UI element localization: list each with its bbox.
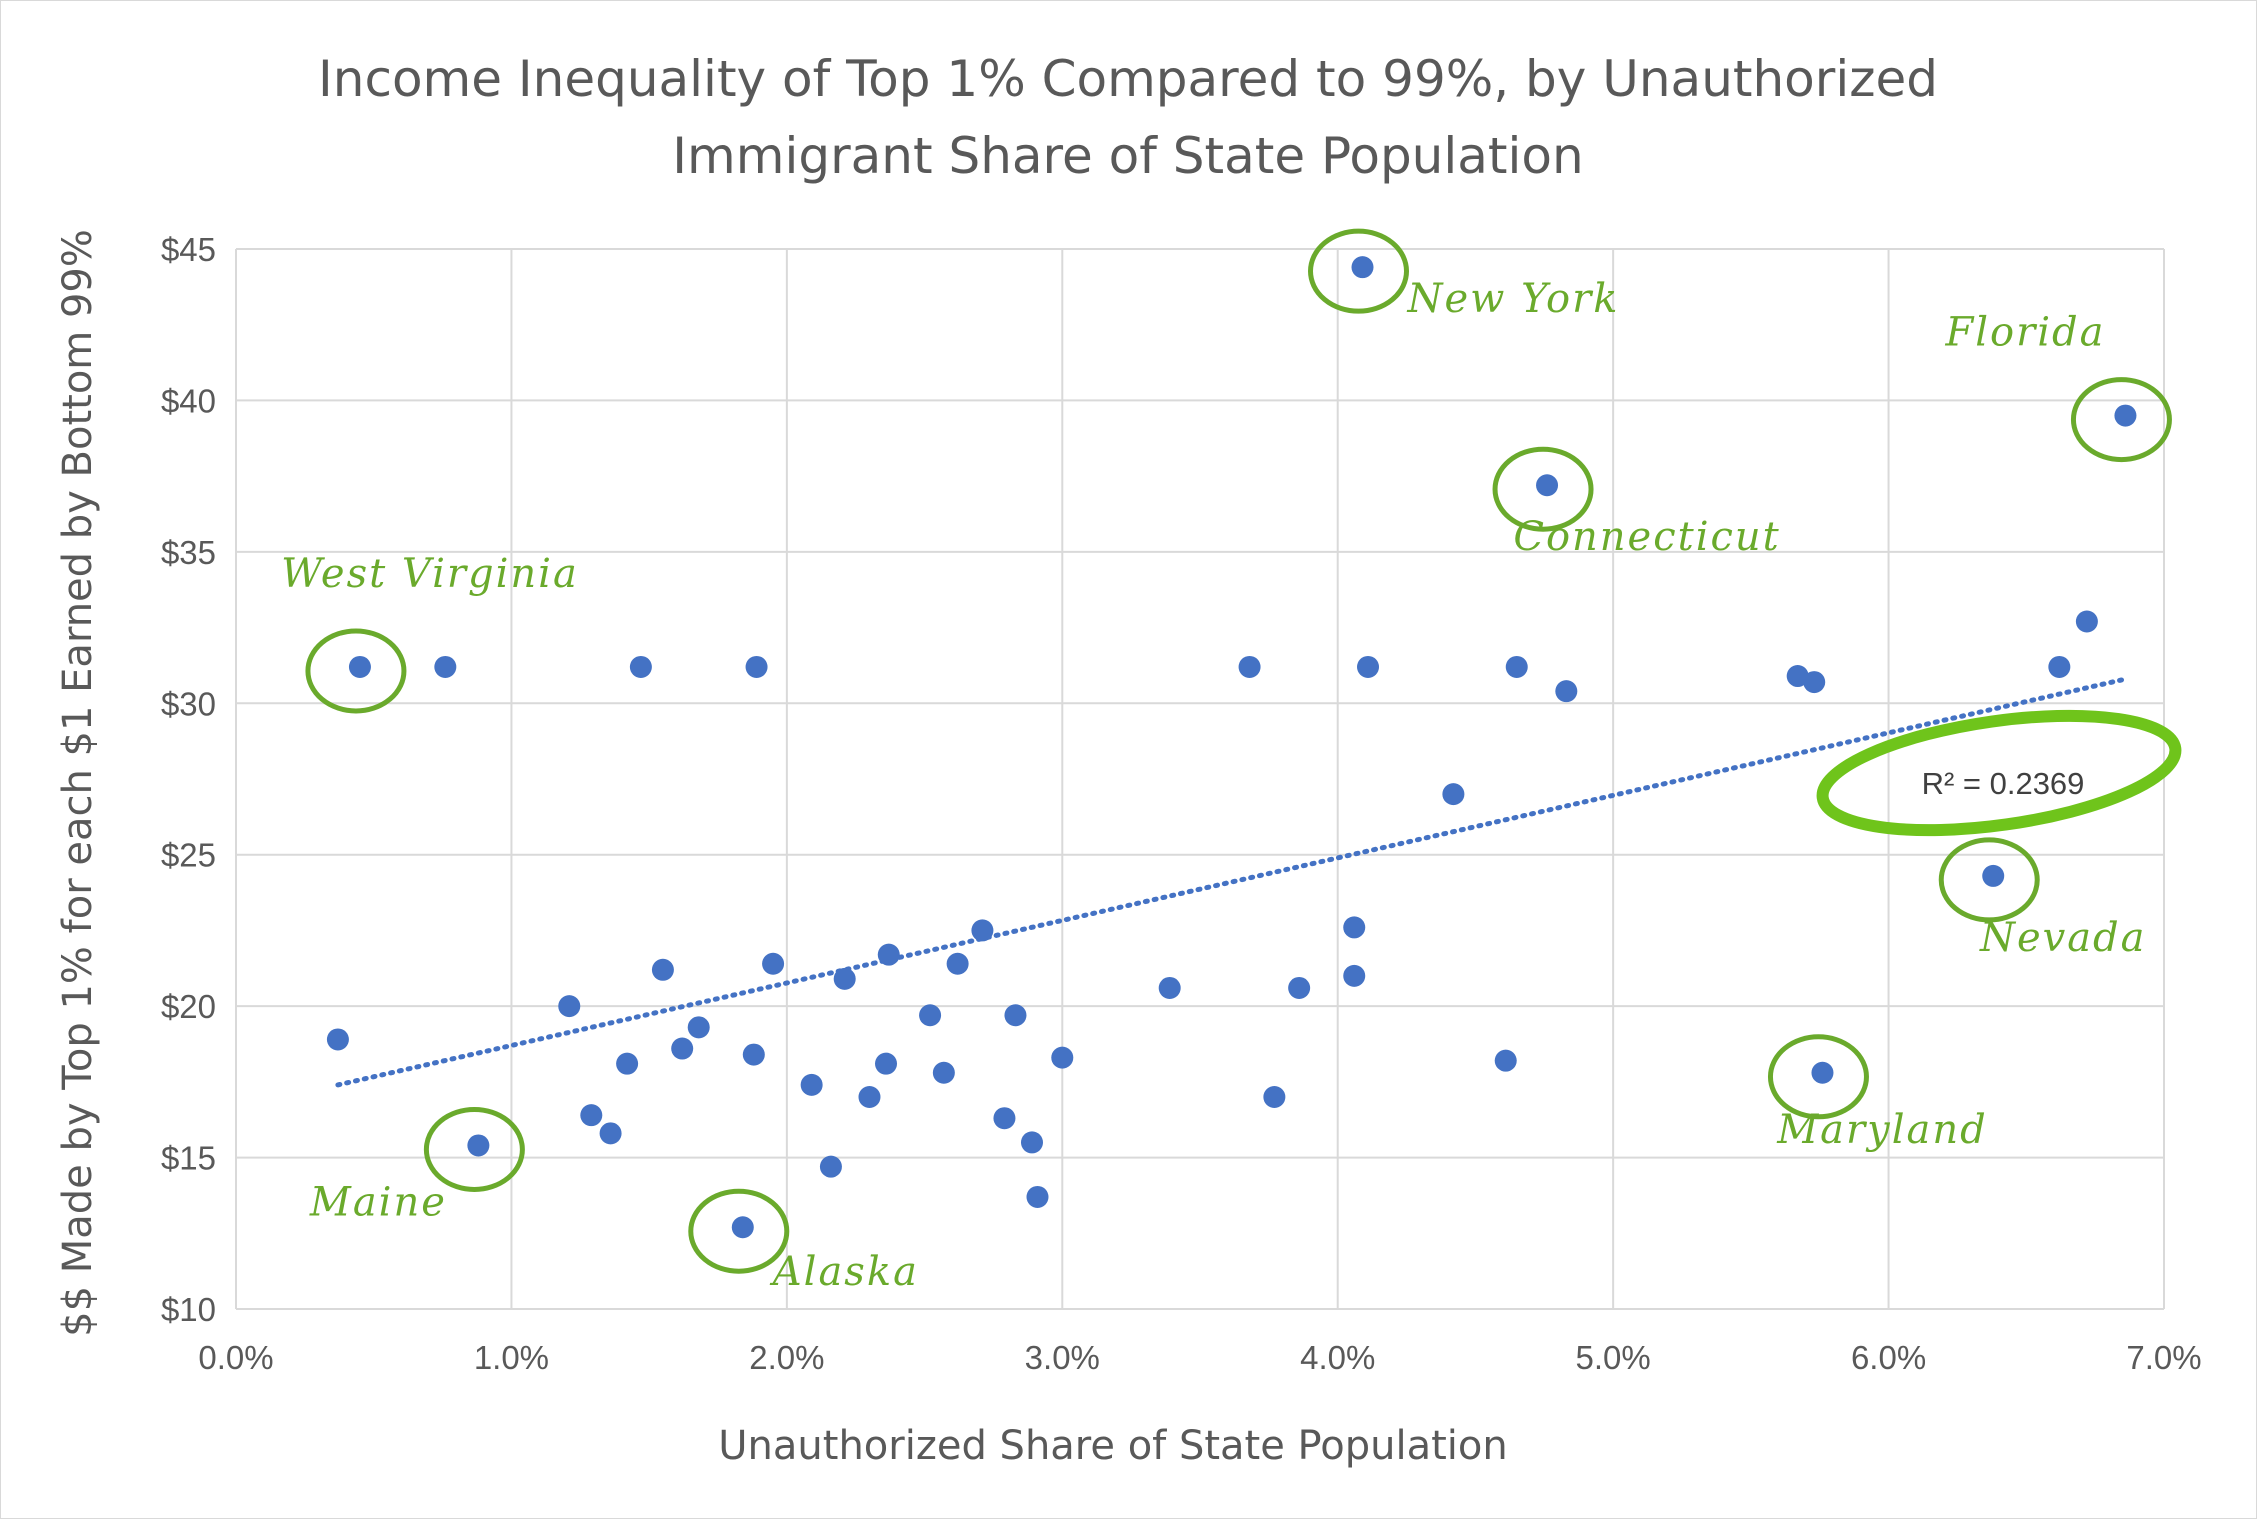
- data-point: [971, 919, 994, 942]
- data-point: [1238, 655, 1261, 678]
- data-point: [1263, 1086, 1286, 1108]
- data-point: [434, 655, 457, 678]
- r-squared-label: R² = 0.2369: [1922, 766, 2085, 801]
- data-point: [651, 958, 674, 981]
- chart-title-line-2: Immigrant Share of State Population: [672, 127, 1583, 185]
- data-point: [833, 967, 856, 990]
- data-point: [687, 1016, 710, 1039]
- data-point: [1786, 665, 1809, 688]
- data-point: [2114, 404, 2137, 427]
- x-tick-label: 3.0%: [1025, 1339, 1100, 1376]
- data-point: [1026, 1185, 1049, 1208]
- data-point: [932, 1061, 955, 1084]
- gridlines: [235, 248, 2165, 1310]
- highlight-circle: [305, 628, 407, 714]
- axis-ticks: 0.0% 1.0% 2.0% 3.0% 4.0% 5.0% 6.0% 7.0% $10 $15 $2…: [161, 231, 2202, 1376]
- state-annotation-label: Maryland: [1776, 1107, 1988, 1153]
- data-point: [1811, 1061, 1834, 1084]
- highlight-circle: [688, 1188, 790, 1274]
- data-point: [1982, 864, 2005, 887]
- data-point: [1051, 1046, 1074, 1069]
- x-tick-label: 2.0%: [749, 1339, 824, 1376]
- state-annotation-label: West Virginia: [281, 551, 579, 597]
- data-point: [1343, 964, 1366, 987]
- x-tick-label: 6.0%: [1851, 1339, 1926, 1376]
- highlight-circle: [1767, 1034, 1869, 1120]
- data-point: [467, 1134, 490, 1157]
- x-axis-label: Unauthorized Share of State Population: [718, 1423, 1507, 1469]
- y-tick-label: $30: [161, 685, 216, 722]
- data-point: [993, 1107, 1016, 1130]
- y-tick-label: $15: [161, 1140, 216, 1177]
- highlight-circle: [1492, 446, 1594, 532]
- x-tick-label: 0.0%: [198, 1339, 273, 1376]
- r-squared-highlight: [1816, 709, 2182, 837]
- data-point: [858, 1086, 881, 1108]
- highlight-circle: [1308, 228, 1410, 314]
- data-point: [348, 655, 371, 678]
- data-point: [1158, 976, 1181, 999]
- data-point: [616, 1052, 639, 1075]
- chart-title-line-1: Income Inequality of Top 1% Compared to …: [318, 50, 1938, 108]
- data-point: [1555, 680, 1578, 703]
- data-point: [875, 1052, 898, 1075]
- state-annotation-label: Maine: [309, 1179, 447, 1225]
- data-point: [1442, 783, 1465, 806]
- data-point: [1288, 976, 1311, 999]
- data-point: [1494, 1049, 1517, 1072]
- y-tick-label: $20: [161, 988, 216, 1025]
- data-point: [671, 1037, 694, 1060]
- data-point: [919, 1004, 942, 1027]
- data-point: [2048, 655, 2071, 678]
- highlight-circle: [2070, 377, 2172, 463]
- data-point: [762, 952, 785, 975]
- data-point: [745, 655, 768, 678]
- data-point: [731, 1216, 754, 1239]
- x-tick-label: 1.0%: [474, 1339, 549, 1376]
- trendline-layer: [335, 676, 2128, 1088]
- y-tick-label: $10: [161, 1291, 216, 1328]
- state-annotation-label: New York: [1407, 276, 1620, 322]
- data-point: [1343, 916, 1366, 939]
- state-annotation-label: Florida: [1944, 310, 2105, 356]
- x-tick-label: 7.0%: [2126, 1339, 2201, 1376]
- data-points: [326, 256, 2137, 1239]
- data-point: [2075, 610, 2098, 633]
- data-point: [819, 1155, 842, 1178]
- y-tick-label: $40: [161, 382, 216, 419]
- data-point: [742, 1043, 765, 1066]
- x-tick-label: 5.0%: [1576, 1339, 1651, 1376]
- state-annotation-label: Alaska: [769, 1249, 919, 1295]
- highlight-circle: [423, 1106, 525, 1192]
- data-point: [1004, 1004, 1027, 1027]
- data-point: [1803, 671, 1826, 694]
- state-annotation-label: Connecticut: [1513, 514, 1780, 560]
- data-point: [1357, 655, 1380, 678]
- data-point: [1020, 1131, 1043, 1154]
- data-point: [580, 1104, 603, 1127]
- y-axis-label: $$ Made by Top 1% for each $1 Earned by …: [55, 229, 101, 1337]
- y-tick-label: $45: [161, 231, 216, 268]
- data-point: [800, 1073, 823, 1096]
- trendline: [335, 676, 2128, 1088]
- highlight-circle: [1938, 837, 2040, 923]
- data-point: [1536, 474, 1559, 497]
- data-point: [629, 655, 652, 678]
- data-point: [326, 1028, 349, 1051]
- data-point: [946, 952, 969, 975]
- chart-text: Income Inequality of Top 1% Compared to …: [55, 50, 1938, 1469]
- y-tick-label: $25: [161, 837, 216, 874]
- data-point: [599, 1122, 622, 1145]
- y-tick-label: $35: [161, 534, 216, 571]
- data-point: [558, 995, 581, 1018]
- state-annotation-label: Nevada: [1979, 915, 2147, 961]
- data-point: [1351, 256, 1374, 279]
- annotations: New York Florida Connecticut West Virginia N…: [281, 228, 2182, 1295]
- data-point: [877, 943, 900, 966]
- data-point: [1505, 655, 1528, 678]
- x-tick-label: 4.0%: [1300, 1339, 1375, 1376]
